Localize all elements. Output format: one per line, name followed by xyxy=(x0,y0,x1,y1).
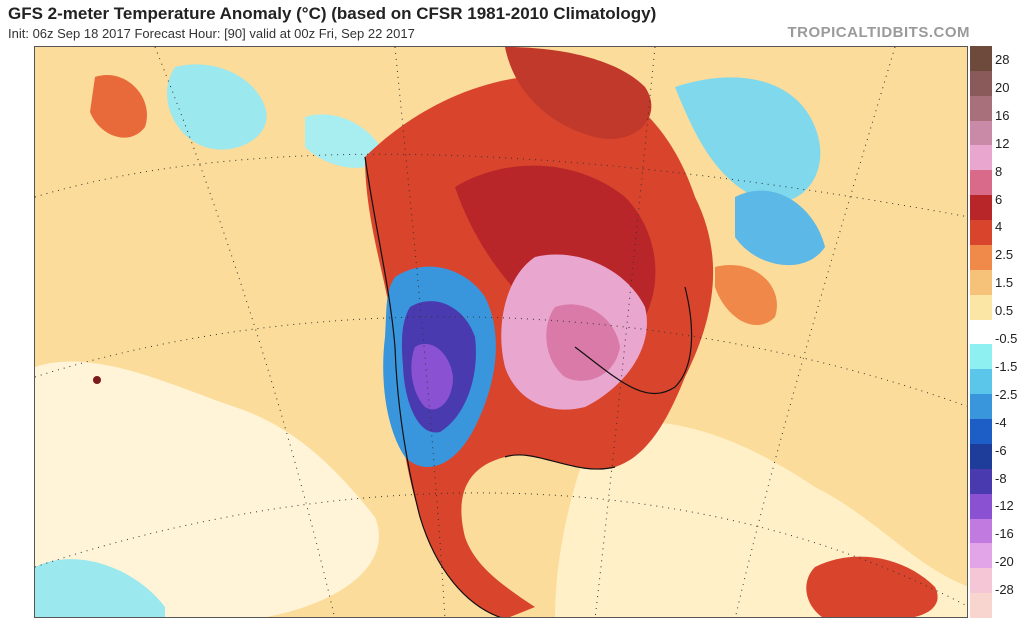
cold-patch-labrador-sea xyxy=(735,190,825,266)
legend-tick-label: -28 xyxy=(995,582,1014,598)
cold-patch-alaska-coast xyxy=(305,114,385,168)
legend-tick-label: 6 xyxy=(995,191,1003,207)
cold-patch-southwest-ocean xyxy=(35,559,165,617)
legend-swatch xyxy=(970,344,992,370)
legend-swatch xyxy=(970,543,992,569)
pale-region-southwest xyxy=(35,361,379,617)
cold-patch-pacific-north xyxy=(166,64,267,150)
color-legend: 28 20 16 12 8 6 4 2.5 1.5 0.5 -0.5 -1.5 -2.5 -4 -6 -8 -1… xyxy=(970,46,1024,619)
legend-tick-label: -20 xyxy=(995,554,1014,570)
warm-patch-bering xyxy=(90,75,147,138)
legend-swatch xyxy=(970,443,992,470)
legend-swatch xyxy=(970,468,992,495)
legend-swatch xyxy=(970,220,992,246)
legend-swatch xyxy=(970,244,992,271)
legend-swatch xyxy=(970,269,992,296)
legend-swatch xyxy=(970,294,992,321)
legend-tick-label: 28 xyxy=(995,52,1010,67)
legend-swatch xyxy=(970,394,992,420)
legend-tick-label: -16 xyxy=(995,526,1014,542)
graticule-lines xyxy=(35,47,967,617)
legend-tick-label: 8 xyxy=(995,163,1003,179)
legend-swatch xyxy=(970,419,992,445)
legend-tick-label: -0.5 xyxy=(995,331,1018,347)
warm-greenland xyxy=(505,47,652,139)
anomaly-map-graphic xyxy=(35,47,967,617)
legend-tick-label: 2.5 xyxy=(995,247,1014,263)
pink-core-midwest xyxy=(546,304,620,381)
map-title: GFS 2-meter Temperature Anomaly (°C) (ba… xyxy=(8,4,657,23)
legend-swatch xyxy=(970,319,992,345)
legend-tick-label: -2.5 xyxy=(995,386,1018,402)
hawaii-marker xyxy=(93,376,101,384)
legend-tick-label: 12 xyxy=(995,135,1010,151)
anomaly-map xyxy=(34,46,968,618)
legend-swatch xyxy=(970,170,992,196)
coastlines xyxy=(364,156,693,617)
warm-south-america xyxy=(806,556,938,617)
legend-swatch xyxy=(970,493,992,519)
legend-tick-label: 1.5 xyxy=(995,275,1014,291)
legend-tick-label: 4 xyxy=(995,219,1003,235)
legend-swatch xyxy=(970,369,992,395)
warm-patch-north-atlantic xyxy=(715,265,777,326)
legend-tick-label: -8 xyxy=(995,470,1007,486)
legend-swatch xyxy=(970,593,992,619)
legend-swatch xyxy=(970,120,992,146)
legend-swatch xyxy=(970,95,992,122)
legend-swatch xyxy=(970,568,992,594)
legend-tick-label: -12 xyxy=(995,498,1014,514)
map-subtitle: Init: 06z Sep 18 2017 Forecast Hour: [90… xyxy=(8,26,415,41)
legend-swatch xyxy=(970,70,992,97)
legend-swatch xyxy=(970,518,992,544)
legend-tick-label: 16 xyxy=(995,107,1010,123)
cold-patch-baffin xyxy=(675,77,821,203)
legend-tick-label: 20 xyxy=(995,79,1010,95)
legend-tick-label: -6 xyxy=(995,442,1007,458)
site-brand: TROPICALTIDBITS.COM xyxy=(787,24,970,41)
legend-tick-label: 0.5 xyxy=(995,303,1014,319)
legend-tick-label: -4 xyxy=(995,414,1007,430)
cold-core-great-basin xyxy=(411,343,453,410)
legend-swatch xyxy=(970,195,992,221)
legend-tick-label: -1.5 xyxy=(995,358,1018,374)
legend-swatch xyxy=(970,46,992,72)
legend-swatch xyxy=(970,145,992,171)
